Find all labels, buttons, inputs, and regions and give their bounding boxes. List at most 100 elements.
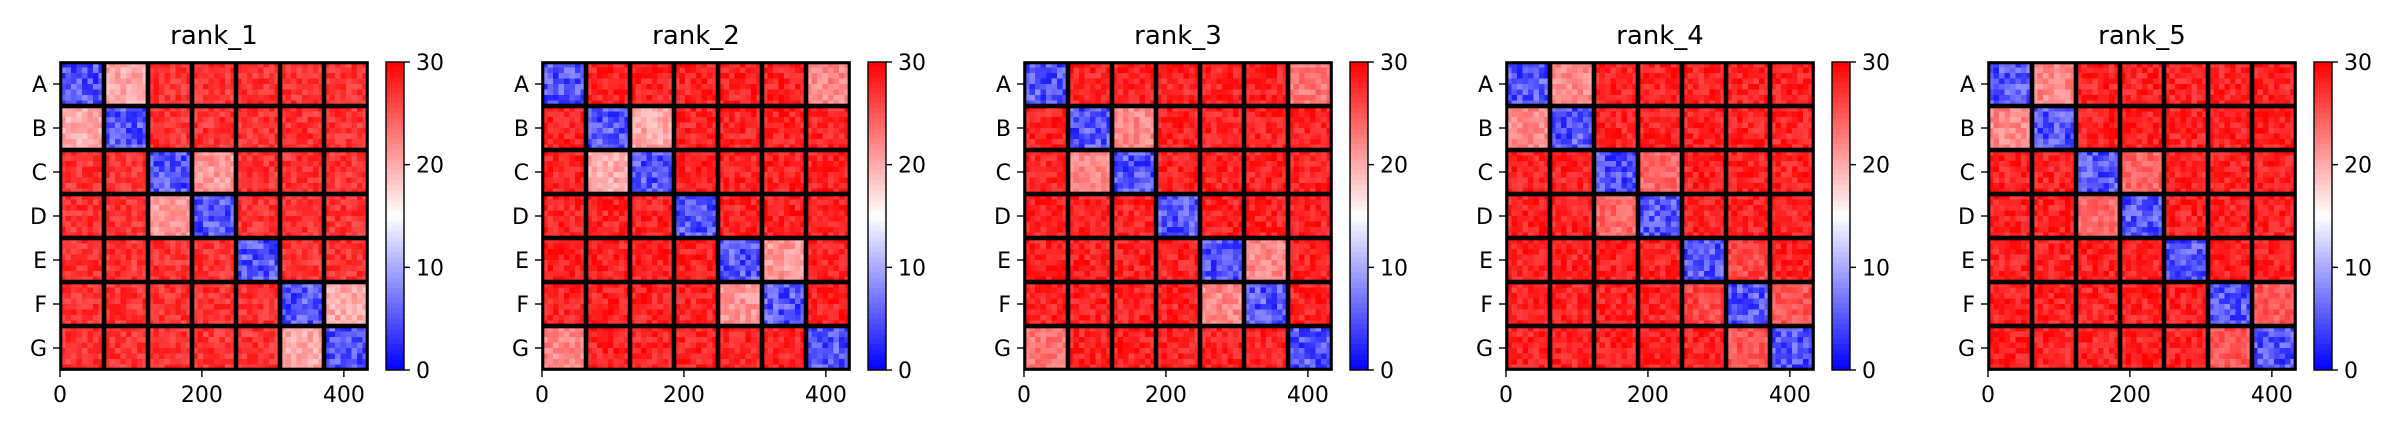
heatmap-cell [773, 177, 780, 184]
colorbar-segment [386, 67, 404, 73]
heatmap-cell [131, 177, 138, 184]
heatmap-cell [164, 326, 171, 333]
heatmap-cell [104, 161, 111, 168]
heatmap-cell [142, 271, 149, 278]
heatmap-cell [547, 95, 554, 102]
heatmap-cell [87, 139, 94, 146]
heatmap-cell [247, 364, 254, 371]
colorbar-segment [386, 200, 404, 207]
heatmap-cell [219, 78, 226, 85]
heatmap-cell [164, 194, 171, 201]
heatmap-cell [324, 133, 331, 140]
heatmap-cell [613, 205, 620, 212]
heatmap-cell [269, 359, 276, 366]
heatmap-cell [131, 73, 138, 80]
heatmap-cell [104, 353, 111, 360]
heatmap-cell [307, 293, 314, 300]
heatmap-cell [159, 67, 166, 74]
heatmap-cell [751, 216, 758, 223]
heatmap-cell [258, 155, 265, 162]
heatmap-cell [619, 128, 626, 135]
heatmap-cell [602, 78, 609, 85]
heatmap-cell [82, 177, 89, 184]
heatmap-cell [219, 342, 226, 349]
heatmap-cell [657, 67, 664, 74]
heatmap-cell [148, 331, 155, 338]
heatmap-cell [175, 73, 182, 80]
heatmap-cell [652, 188, 659, 195]
heatmap-cell [208, 320, 215, 327]
heatmap-cell [247, 67, 254, 74]
heatmap-cell [575, 144, 582, 151]
heatmap-cell [98, 172, 105, 179]
heatmap-cell [120, 111, 127, 118]
heatmap-cell [76, 249, 83, 256]
heatmap-cell [685, 199, 692, 206]
heatmap-cell [547, 67, 554, 74]
heatmap-cell [148, 304, 155, 311]
heatmap-cell [569, 133, 576, 140]
heatmap-cell [291, 243, 298, 250]
heatmap-cell [247, 106, 254, 113]
heatmap-cell [252, 73, 259, 80]
heatmap-cell [773, 89, 780, 96]
heatmap-cell [120, 293, 127, 300]
heatmap-cell [313, 188, 320, 195]
heatmap-cell [668, 133, 675, 140]
heatmap-cell [569, 221, 576, 228]
heatmap-cell [186, 78, 193, 85]
heatmap-cell [630, 84, 637, 91]
heatmap-cell [553, 128, 560, 135]
heatmap-cell [646, 73, 653, 80]
heatmap-cell [65, 111, 72, 118]
heatmap-cell [159, 254, 166, 261]
heatmap-cell [181, 144, 188, 151]
heatmap-cell [76, 337, 83, 344]
heatmap-cell [170, 89, 177, 96]
heatmap-cell [87, 221, 94, 228]
heatmap-cell [71, 320, 78, 327]
heatmap-cell [164, 265, 171, 272]
heatmap-cell [296, 309, 303, 316]
heatmap-cell [329, 100, 336, 107]
heatmap-cell [142, 128, 149, 135]
heatmap-cell [247, 232, 254, 239]
heatmap-cell [175, 183, 182, 190]
heatmap-cell [148, 177, 155, 184]
heatmap-cell [148, 111, 155, 118]
heatmap-cell [822, 67, 829, 74]
heatmap-cell [302, 144, 309, 151]
heatmap-cells [542, 62, 851, 371]
heatmap-cell [745, 106, 752, 113]
heatmap-cell [302, 172, 309, 179]
heatmap-cell [608, 166, 615, 173]
heatmap-cell [241, 183, 248, 190]
heatmap-cell [362, 172, 369, 179]
heatmap-cell [701, 221, 708, 228]
heatmap-cell [71, 260, 78, 267]
heatmap-cell [258, 111, 265, 118]
heatmap-cell [241, 194, 248, 201]
heatmap-cell [76, 216, 83, 223]
heatmap-cell [357, 210, 364, 217]
heatmap-cell [263, 122, 270, 129]
heatmap-cell [329, 348, 336, 355]
heatmap-cell [696, 221, 703, 228]
heatmap-cell [351, 128, 358, 135]
heatmap-cell [230, 106, 237, 113]
heatmap-cell [357, 100, 364, 107]
heatmap-cell [318, 205, 325, 212]
heatmap-cell [362, 210, 369, 217]
colorbar-segment [386, 164, 404, 171]
heatmap-cell [203, 282, 210, 289]
heatmap-cell [241, 73, 248, 80]
heatmap-cell [104, 128, 111, 135]
heatmap-cell [690, 100, 697, 107]
heatmap-cell [87, 183, 94, 190]
heatmap-cell [76, 320, 83, 327]
heatmap-cell [252, 320, 259, 327]
heatmap-cell [729, 161, 736, 168]
heatmap-cell [87, 320, 94, 327]
heatmap-cell [225, 260, 232, 267]
heatmap-cell [137, 95, 144, 102]
